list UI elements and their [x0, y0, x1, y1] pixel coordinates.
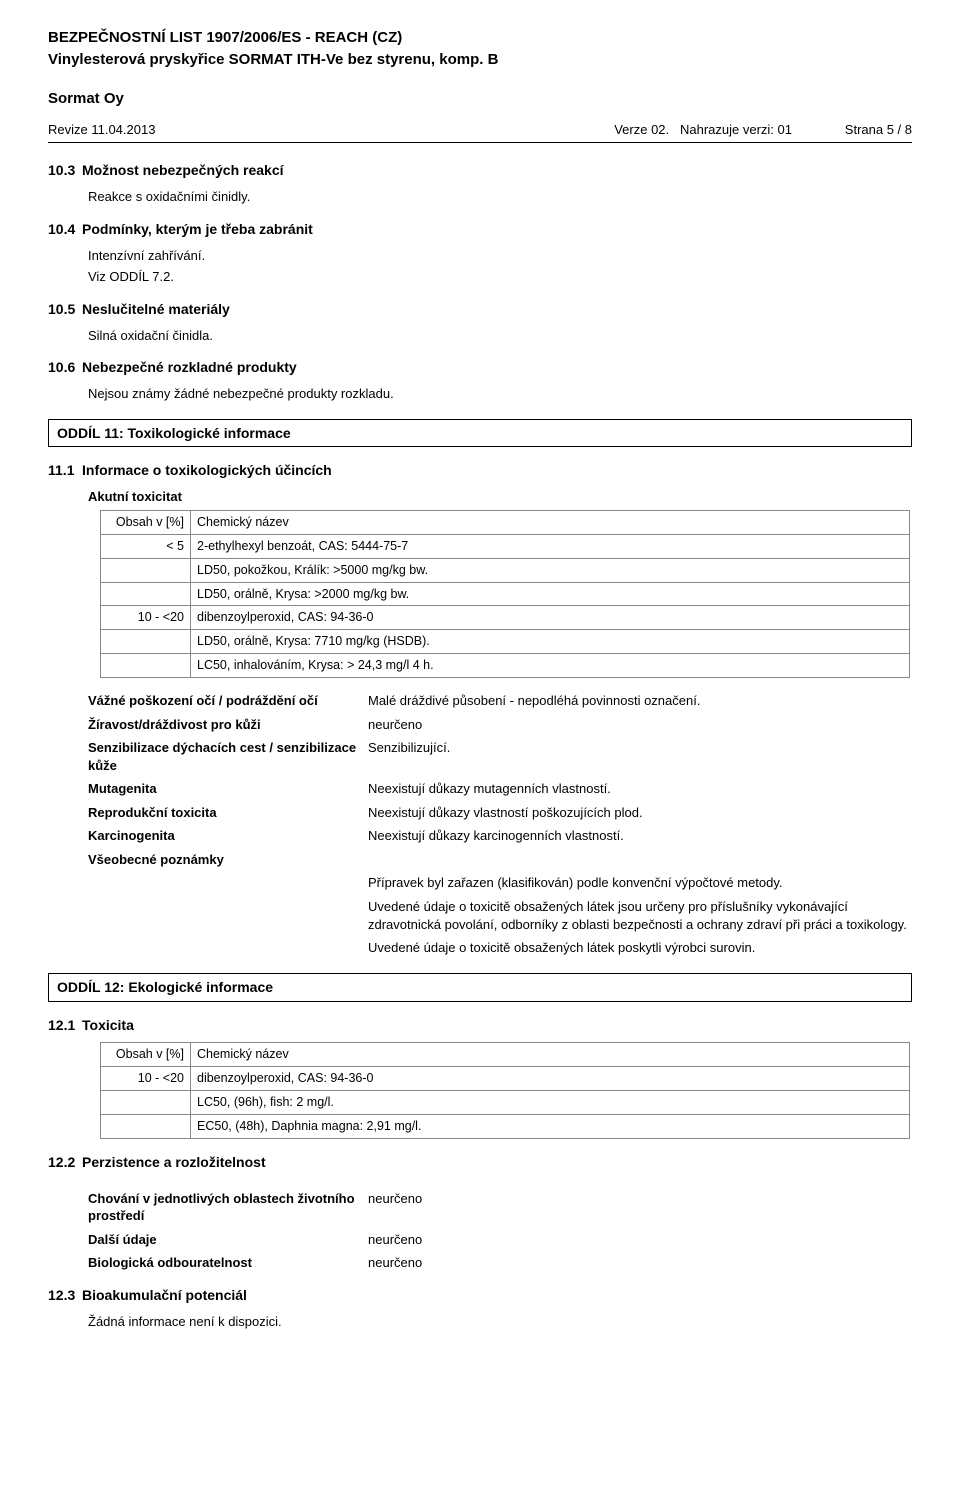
skin-val: neurčeno: [368, 716, 912, 734]
toxicity-table-11: Obsah v [%]Chemický název < 52-ethylhexy…: [100, 510, 910, 678]
more-info-key: Další údaje: [88, 1231, 368, 1249]
skin-key: Žíravost/dráždivost pro kůži: [88, 716, 368, 734]
oddil-12-box: ODDÍL 12: Ekologické informace: [48, 973, 912, 1002]
sensitization-val: Senzibilizující.: [368, 739, 912, 774]
tox11-hdr-b: Chemický název: [191, 510, 910, 534]
env-behavior-key: Chování v jednotlivých oblastech životní…: [88, 1190, 368, 1225]
section-12-1-heading: 12.1Toxicita: [48, 1016, 912, 1035]
section-12-3-body: Žádná informace není k dispozici.: [88, 1313, 912, 1331]
tox12-r3b: EC50, (48h), Daphnia magna: 2,91 mg/l.: [191, 1115, 910, 1139]
acute-toxicity-label: Akutní toxicitat: [88, 488, 912, 506]
tox11-r4b: dibenzoylperoxid, CAS: 94-36-0: [191, 606, 910, 630]
section-10-4-heading: 10.4Podmínky, kterým je třeba zabránit: [48, 220, 912, 239]
doc-title: BEZPEČNOSTNÍ LIST 1907/2006/ES - REACH (…: [48, 28, 912, 48]
tox12-r2a: [101, 1091, 191, 1115]
section-10-5-body: Silná oxidační činidla.: [88, 327, 912, 345]
tox11-r1b: 2-ethylhexyl benzoát, CAS: 5444-75-7: [191, 534, 910, 558]
tox12-hdr-a: Obsah v [%]: [101, 1043, 191, 1067]
tox11-r2b: LD50, pokožkou, Králík: >5000 mg/kg bw.: [191, 558, 910, 582]
company-name: Sormat Oy: [48, 89, 912, 109]
section-10-3-body: Reakce s oxidačními činidly.: [88, 188, 912, 206]
general-notes-spacer: [368, 851, 912, 869]
page-number: Strana 5 / 8: [822, 121, 912, 139]
revision-date: Revize 11.04.2013: [48, 121, 614, 139]
revision-line: Revize 11.04.2013 Verze 02. Nahrazuje ve…: [48, 121, 912, 144]
section-10-3-heading: 10.3Možnost nebezpečných reakcí: [48, 161, 912, 180]
tox11-r5a: [101, 630, 191, 654]
version-num: Verze 02.: [614, 122, 669, 137]
properties-grid: Vážné poškození očí / podráždění očíMalé…: [88, 692, 912, 868]
carcinogenicity-val: Neexistují důkazy karcinogenních vlastno…: [368, 827, 912, 845]
persistence-grid: Chování v jednotlivých oblastech životní…: [88, 1190, 912, 1272]
eye-damage-val: Malé dráždivé působení - nepodléhá povin…: [368, 692, 912, 710]
toxicity-table-12: Obsah v [%]Chemický název 10 - <20dibenz…: [100, 1042, 910, 1139]
tox12-hdr-b: Chemický název: [191, 1043, 910, 1067]
reproductive-key: Reprodukční toxicita: [88, 804, 368, 822]
more-info-val: neurčeno: [368, 1231, 912, 1249]
tox11-hdr-a: Obsah v [%]: [101, 510, 191, 534]
section-10-5-heading: 10.5Neslučitelné materiály: [48, 300, 912, 319]
general-note-1: Přípravek byl zařazen (klasifikován) pod…: [368, 874, 912, 892]
tox11-r5b: LD50, orálně, Krysa: 7710 mg/kg (HSDB).: [191, 630, 910, 654]
tox12-r1b: dibenzoylperoxid, CAS: 94-36-0: [191, 1067, 910, 1091]
section-10-4-line2: Viz ODDÍL 7.2.: [88, 268, 912, 286]
version-text: Verze 02. Nahrazuje verzi: 01: [614, 121, 822, 139]
tox12-r2b: LC50, (96h), fish: 2 mg/l.: [191, 1091, 910, 1115]
general-notes-key: Všeobecné poznámky: [88, 851, 368, 869]
section-12-2-heading: 12.2Perzistence a rozložitelnost: [48, 1153, 912, 1172]
mutagenicity-key: Mutagenita: [88, 780, 368, 798]
tox11-r1a: < 5: [101, 534, 191, 558]
general-note-3: Uvedené údaje o toxicitě obsažených láte…: [368, 939, 912, 957]
tox12-r1a: 10 - <20: [101, 1067, 191, 1091]
eye-damage-key: Vážné poškození očí / podráždění očí: [88, 692, 368, 710]
carcinogenicity-key: Karcinogenita: [88, 827, 368, 845]
tox11-r4a: 10 - <20: [101, 606, 191, 630]
tox11-r3b: LD50, orálně, Krysa: >2000 mg/kg bw.: [191, 582, 910, 606]
tox11-r3a: [101, 582, 191, 606]
doc-subtitle: Vinylesterová pryskyřice SORMAT ITH-Ve b…: [48, 50, 912, 70]
tox12-r3a: [101, 1115, 191, 1139]
general-note-2: Uvedené údaje o toxicitě obsažených láte…: [368, 898, 912, 933]
biodegradability-val: neurčeno: [368, 1254, 912, 1272]
section-10-6-body: Nejsou známy žádné nebezpečné produkty r…: [88, 385, 912, 403]
replaces-text: Nahrazuje verzi: 01: [680, 122, 792, 137]
mutagenicity-val: Neexistují důkazy mutagenních vlastností…: [368, 780, 912, 798]
oddil-11-box: ODDÍL 11: Toxikologické informace: [48, 419, 912, 448]
tox11-r6b: LC50, inhalováním, Krysa: > 24,3 mg/l 4 …: [191, 654, 910, 678]
sensitization-key: Senzibilizace dýchacích cest / senzibili…: [88, 739, 368, 774]
section-10-4-line1: Intenzívní zahřívání.: [88, 247, 912, 265]
section-11-1-heading: 11.1Informace o toxikologických účincích: [48, 461, 912, 480]
tox11-r2a: [101, 558, 191, 582]
env-behavior-val: neurčeno: [368, 1190, 912, 1225]
reproductive-val: Neexistují důkazy vlastností poškozující…: [368, 804, 912, 822]
tox11-r6a: [101, 654, 191, 678]
section-10-6-heading: 10.6Nebezpečné rozkladné produkty: [48, 358, 912, 377]
biodegradability-key: Biologická odbouratelnost: [88, 1254, 368, 1272]
section-12-3-heading: 12.3Bioakumulační potenciál: [48, 1286, 912, 1305]
